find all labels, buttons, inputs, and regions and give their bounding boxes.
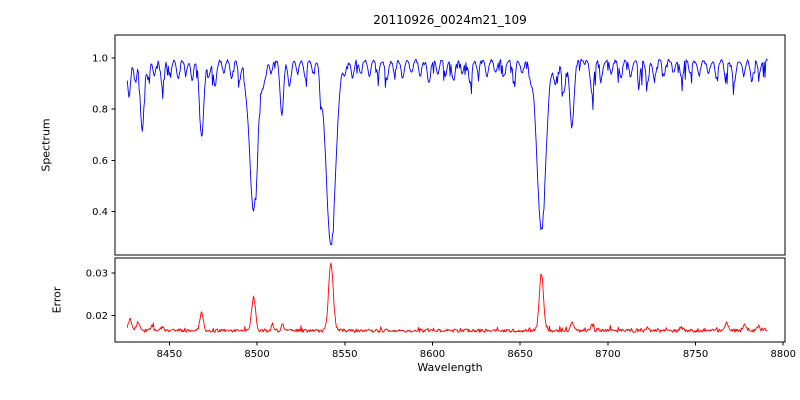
y-tick-label: 0.02 [86, 311, 108, 322]
x-tick-label: 8500 [244, 349, 269, 360]
x-tick-label: 8700 [595, 349, 620, 360]
error-line [126, 262, 768, 333]
spectrum-ylabel: Spectrum [39, 118, 53, 172]
y-tick-label: 0.03 [86, 268, 108, 279]
x-tick-label: 8800 [771, 349, 796, 360]
error-ylabel: Error [50, 286, 64, 314]
x-tick-label: 8750 [683, 349, 708, 360]
y-tick-label: 0.6 [92, 156, 108, 167]
x-tick-label: 8450 [157, 349, 182, 360]
error-frame [114, 257, 786, 343]
x-tick-label: 8650 [507, 349, 532, 360]
wavelength-xlabel: Wavelength [417, 361, 483, 374]
y-tick-label: 0.4 [92, 207, 108, 218]
plot-title: 20110926_0024m21_109 [373, 13, 527, 27]
x-tick-label: 8600 [420, 349, 445, 360]
y-tick-label: 1.0 [92, 54, 108, 65]
y-tick-label: 0.8 [92, 105, 108, 116]
spectrum-line [126, 58, 768, 246]
spectrum-frame [114, 34, 786, 256]
x-tick-label: 8550 [332, 349, 357, 360]
